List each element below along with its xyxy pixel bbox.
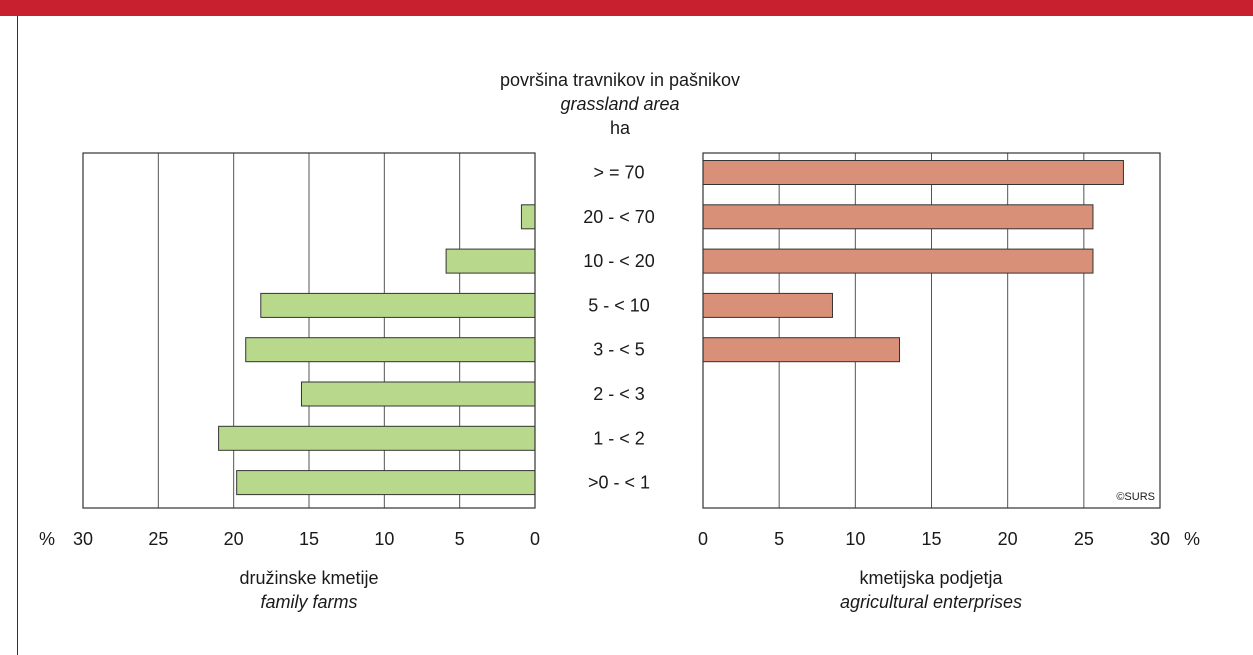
category-label: 1 - < 2 <box>593 428 645 448</box>
right-series-name-en: agricultural enterprises <box>840 592 1022 612</box>
right-tick-label: 0 <box>698 529 708 549</box>
left-series-name: družinske kmetije <box>239 568 378 588</box>
left-bars <box>218 204 536 496</box>
left-tick-label: 30 <box>73 529 93 549</box>
left-axis-unit: % <box>39 529 55 549</box>
left-bar <box>236 470 536 496</box>
left-bar <box>245 337 536 363</box>
right-tick-label: 10 <box>845 529 865 549</box>
category-labels: > = 70 20 - < 70 10 - < 20 5 - < 10 3 - < 5 2… <box>583 163 655 493</box>
category-label: > = 70 <box>593 163 644 183</box>
category-label: 5 - < 10 <box>588 295 650 315</box>
left-panel-grid <box>82 153 536 508</box>
top-header-band <box>0 0 1253 16</box>
right-bar <box>702 248 1094 274</box>
page-left-rule <box>17 16 18 655</box>
category-title-en: grassland area <box>560 94 679 114</box>
right-axis-unit: % <box>1184 529 1200 549</box>
right-tick-label: 30 <box>1150 529 1170 549</box>
left-bar <box>218 425 536 451</box>
right-bar <box>702 292 833 318</box>
category-unit: ha <box>610 118 631 138</box>
left-bar <box>300 381 536 407</box>
left-bar <box>260 292 536 318</box>
left-tick-label: 0 <box>530 529 540 549</box>
left-panel-frame <box>82 152 536 509</box>
left-axis-ticks: 0 5 10 15 20 25 30 <box>73 529 540 549</box>
right-axis-ticks: 0 5 10 15 20 25 30 <box>698 529 1170 549</box>
right-bar <box>702 204 1094 230</box>
right-panel-frame <box>702 152 1161 509</box>
credit-label: ©SURS <box>1116 491 1155 503</box>
category-label: 3 - < 5 <box>593 340 645 360</box>
right-tick-label: 25 <box>1074 529 1094 549</box>
category-label: 10 - < 20 <box>583 251 655 271</box>
left-series-name-en: family farms <box>260 592 357 612</box>
right-series-name: kmetijska podjetja <box>859 568 1003 588</box>
left-tick-label: 20 <box>224 529 244 549</box>
left-bar <box>520 204 536 230</box>
right-bars <box>702 160 1124 363</box>
left-tick-label: 15 <box>299 529 319 549</box>
right-tick-label: 15 <box>921 529 941 549</box>
right-tick-label: 20 <box>998 529 1018 549</box>
right-bar <box>702 160 1124 185</box>
category-label: 20 - < 70 <box>583 207 655 227</box>
left-bar <box>445 248 536 274</box>
right-bar <box>702 337 901 363</box>
right-tick-label: 5 <box>774 529 784 549</box>
left-tick-label: 25 <box>148 529 168 549</box>
left-tick-label: 5 <box>455 529 465 549</box>
category-label: 2 - < 3 <box>593 384 645 404</box>
category-title: površina travnikov in pašnikov <box>500 70 740 90</box>
category-label: >0 - < 1 <box>588 473 650 493</box>
left-tick-label: 10 <box>374 529 394 549</box>
